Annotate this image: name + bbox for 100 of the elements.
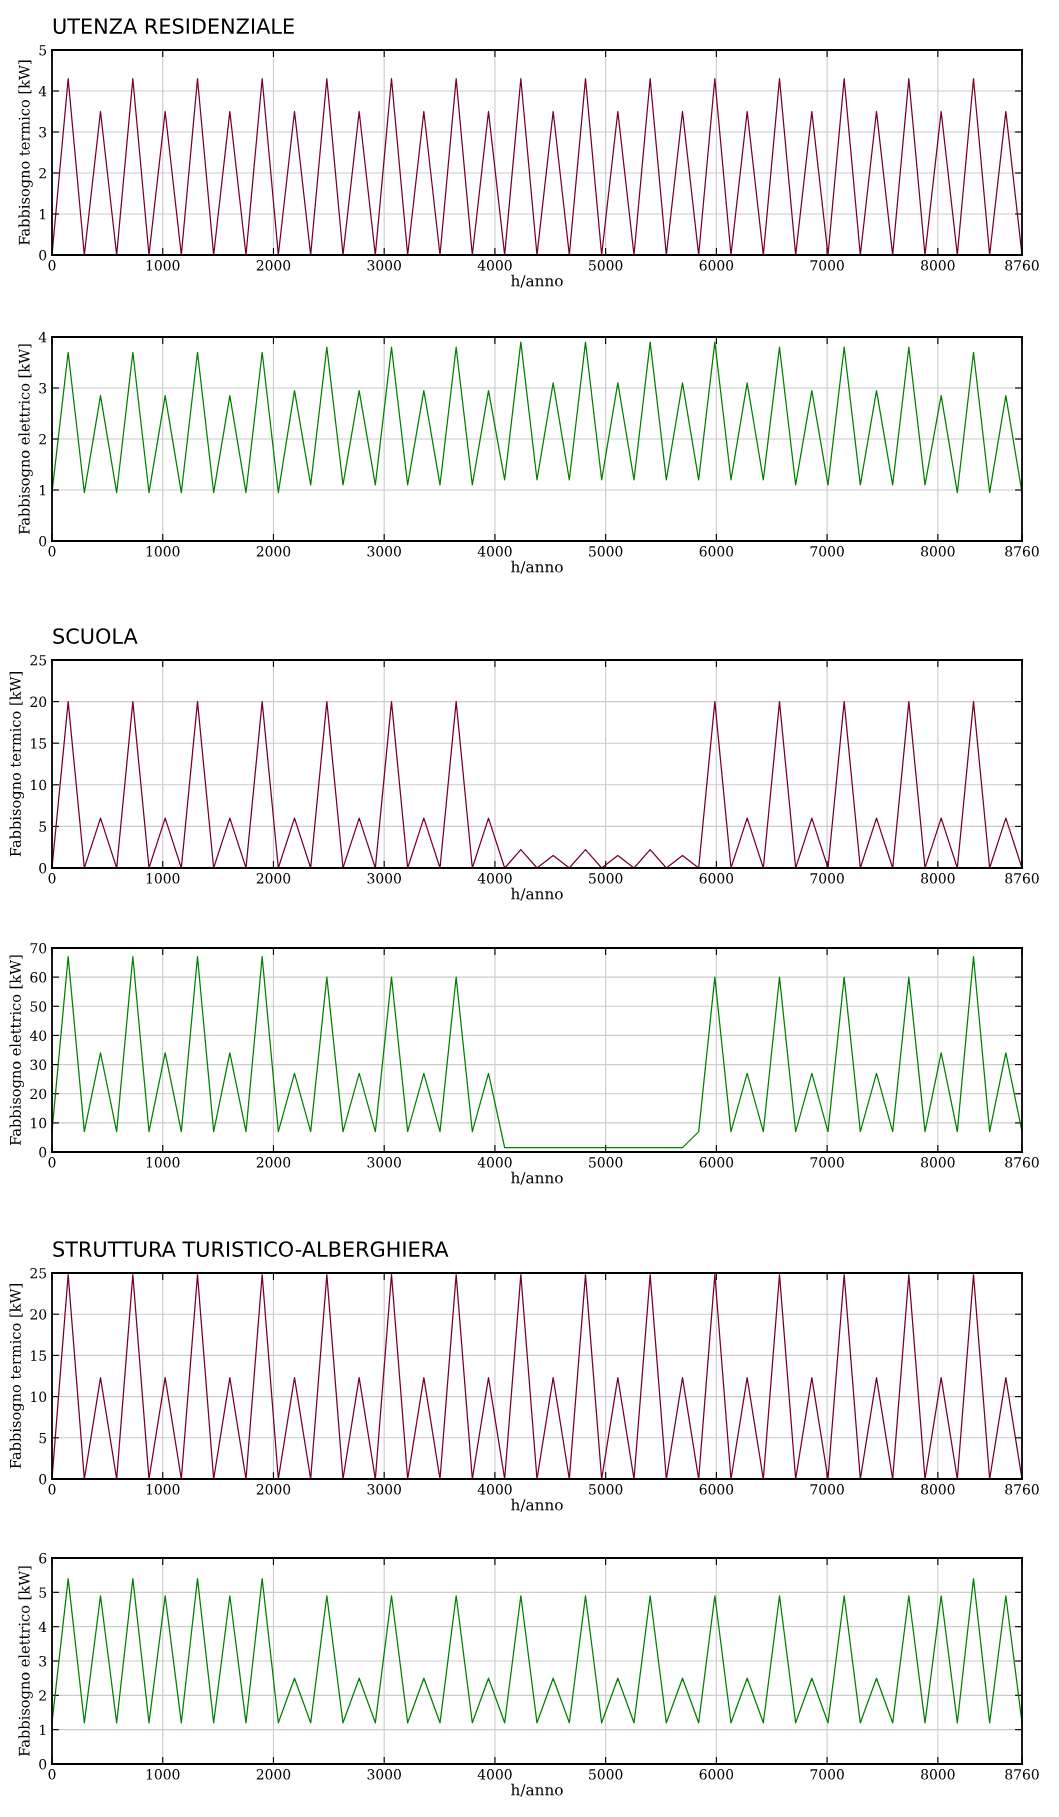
y-tick-label: 3 (39, 126, 47, 138)
x-tick-label: 1000 (146, 1484, 180, 1495)
x-tick-label: 4000 (477, 1484, 512, 1495)
x-tick-label: 5000 (589, 873, 623, 884)
y-tick-label: 4 (38, 85, 47, 97)
x-tick-label: 7000 (810, 873, 844, 884)
x-tick-label: 8760 (1005, 1157, 1039, 1168)
x-tick-label: 4000 (477, 1769, 512, 1780)
x-tick-label: 2000 (256, 1484, 291, 1495)
x-tick-label: 0 (48, 546, 56, 557)
x-tick-label: 5000 (589, 1484, 623, 1495)
x-axis-title: h/anno (511, 1498, 563, 1512)
y-tick-label: 5 (39, 1587, 47, 1598)
x-tick-label: 8760 (1005, 1484, 1039, 1495)
y-tick-label: 50 (30, 1001, 47, 1012)
x-tick-label: 6000 (699, 1769, 734, 1780)
x-tick-label: 6000 (699, 873, 734, 884)
x-tick-label: 5000 (589, 1769, 623, 1780)
line-series (52, 956, 1022, 1149)
x-tick-label: 8760 (1005, 546, 1039, 557)
x-tick-label: 6000 (699, 1157, 734, 1168)
y-tick-label: 15 (31, 1350, 47, 1361)
x-tick-label: 3000 (367, 260, 401, 271)
y-axis-title: Fabbisogno elettrico [kW] (18, 344, 33, 535)
y-tick-label: 0 (39, 1473, 47, 1485)
y-tick-label: 1 (40, 208, 46, 220)
x-tick-label: 8760 (1005, 1769, 1039, 1780)
y-axis-title: Fabbisogno elettrico [kW] (18, 1566, 33, 1757)
y-tick-label: 4 (38, 331, 47, 343)
x-tick-label: 0 (48, 260, 56, 271)
y-tick-label: 5 (39, 1432, 47, 1444)
y-tick-label: 2 (39, 1690, 46, 1701)
x-tick-label: 8000 (921, 546, 955, 557)
x-tick-label: 7000 (810, 1769, 844, 1780)
y-tick-label: 70 (30, 942, 47, 954)
y-tick-label: 0 (39, 249, 47, 261)
y-tick-label: 0 (39, 1146, 47, 1158)
x-tick-label: 6000 (699, 1484, 734, 1495)
y-axis-title: Fabbisogno elettrico [kW] (9, 955, 24, 1146)
x-tick-label: 2000 (256, 873, 291, 884)
x-tick-label: 0 (48, 1769, 56, 1780)
line-series (52, 341, 1022, 494)
chart-title: UTENZA RESIDENZIALE (53, 18, 294, 34)
chart-title: SCUOLA (53, 628, 138, 644)
x-tick-label: 3000 (367, 1484, 401, 1495)
y-tick-label: 20 (30, 1088, 47, 1100)
y-tick-label: 25 (30, 654, 47, 666)
x-tick-label: 1000 (146, 260, 180, 271)
x-tick-label: 1000 (146, 1157, 180, 1168)
x-axis-title: h/anno (511, 274, 563, 288)
y-axis-title: Fabbisogno termico [kW] (9, 1284, 24, 1469)
x-tick-label: 7000 (810, 1484, 844, 1495)
y-tick-label: 10 (31, 1391, 47, 1403)
x-tick-label: 8760 (1005, 260, 1039, 271)
x-tick-label: 8000 (921, 260, 955, 271)
y-tick-label: 25 (30, 1267, 47, 1279)
x-tick-label: 5000 (589, 1157, 623, 1168)
x-tick-label: 8000 (921, 1484, 955, 1495)
x-tick-label: 7000 (810, 546, 844, 557)
x-tick-label: 6000 (699, 546, 734, 557)
x-tick-label: 8000 (921, 1769, 955, 1780)
x-tick-label: 7000 (810, 1157, 844, 1168)
x-tick-label: 3000 (367, 546, 401, 557)
x-tick-label: 8760 (1005, 873, 1039, 884)
y-tick-label: 3 (39, 382, 47, 394)
y-tick-label: 0 (39, 1758, 47, 1770)
y-axis-title: Fabbisogno termico [kW] (18, 60, 33, 245)
y-tick-label: 2 (39, 167, 46, 179)
y-tick-label: 10 (31, 779, 47, 791)
x-axis-title: h/anno (511, 1171, 563, 1185)
x-tick-label: 2000 (256, 1157, 291, 1168)
x-tick-label: 1000 (146, 873, 180, 884)
x-tick-label: 4000 (477, 873, 512, 884)
x-tick-label: 7000 (810, 260, 844, 271)
y-tick-label: 1 (40, 484, 46, 496)
y-tick-label: 30 (30, 1059, 47, 1071)
x-tick-label: 8000 (921, 873, 955, 884)
x-tick-label: 0 (48, 1484, 56, 1495)
y-tick-label: 0 (39, 535, 47, 547)
x-tick-label: 1000 (146, 546, 180, 557)
y-tick-label: 20 (30, 1309, 47, 1320)
y-tick-label: 15 (31, 738, 47, 749)
x-tick-label: 0 (48, 1157, 56, 1168)
y-tick-label: 2 (39, 433, 46, 445)
x-tick-label: 3000 (367, 1769, 401, 1780)
y-tick-label: 3 (39, 1655, 47, 1667)
y-tick-label: 0 (39, 862, 47, 874)
x-tick-label: 0 (48, 873, 56, 884)
y-tick-label: 6 (39, 1552, 47, 1564)
y-axis-title: Fabbisogno termico [kW] (9, 672, 24, 857)
y-tick-label: 40 (29, 1030, 47, 1041)
line-series (52, 1577, 1022, 1724)
y-tick-label: 20 (30, 696, 47, 708)
x-tick-label: 5000 (589, 546, 623, 557)
x-tick-label: 1000 (146, 1769, 180, 1780)
y-tick-label: 1 (40, 1724, 46, 1735)
x-axis-title: h/anno (511, 887, 563, 901)
x-axis-title: h/anno (511, 560, 563, 574)
y-tick-label: 5 (39, 45, 47, 56)
x-tick-label: 4000 (477, 260, 512, 271)
